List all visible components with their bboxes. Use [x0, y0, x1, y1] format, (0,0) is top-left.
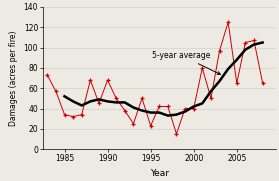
- Y-axis label: Damages (acres per fire): Damages (acres per fire): [9, 30, 18, 126]
- X-axis label: Year: Year: [150, 169, 169, 178]
- Text: 5-year average: 5-year average: [151, 51, 220, 74]
